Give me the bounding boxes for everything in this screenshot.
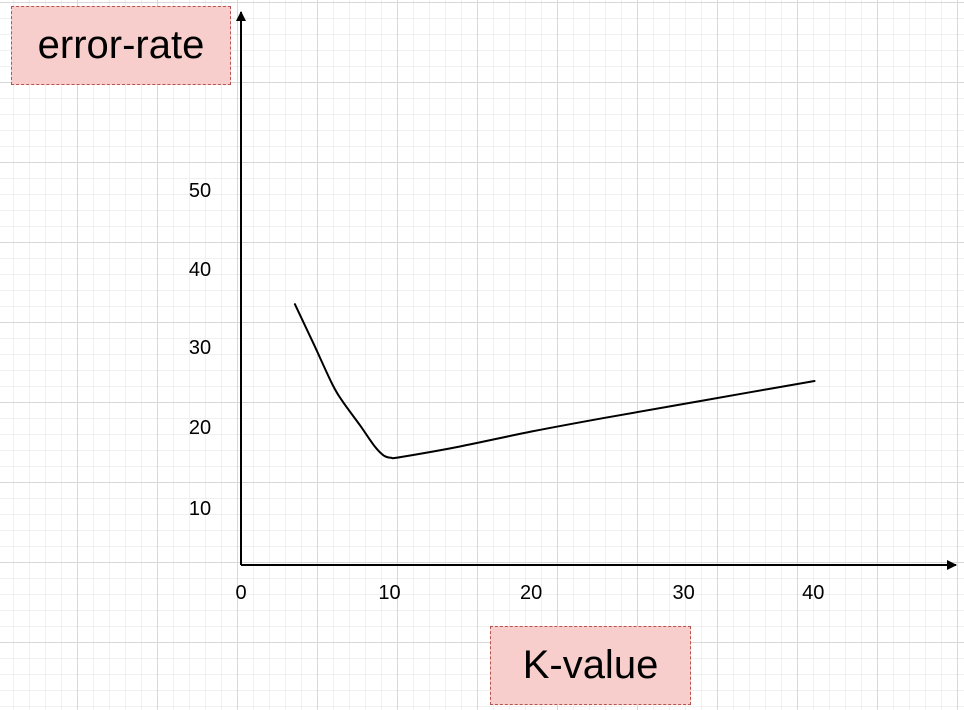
y-tick-label: 30 [189, 337, 211, 359]
x-tick-label: 20 [520, 582, 542, 604]
x-axis-label: K-value [490, 626, 691, 705]
x-tick-label: 40 [802, 582, 824, 604]
y-axis-label: error-rate [11, 6, 231, 85]
error-rate-line [293, 303, 816, 460]
x-tick-label: 10 [378, 582, 400, 604]
y-tick-label: 40 [189, 259, 211, 281]
y-tick-label: 10 [189, 498, 211, 520]
y-tick-label: 50 [189, 180, 211, 202]
y-tick-labels: 10 20 30 40 50 [189, 180, 211, 520]
x-tick-label: 0 [235, 582, 246, 604]
x-tick-label: 30 [673, 582, 695, 604]
x-tick-labels: 0 10 20 30 40 [235, 582, 824, 604]
y-tick-label: 20 [189, 417, 211, 439]
